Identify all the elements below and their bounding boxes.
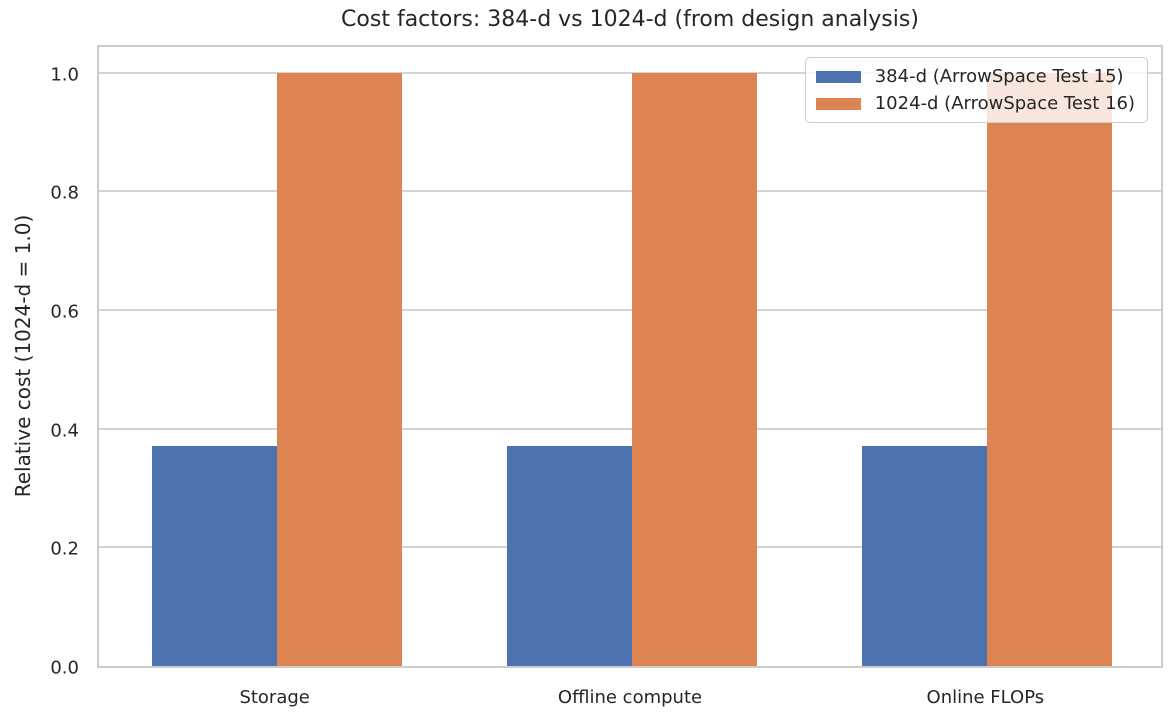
- bar-384-d-offline-compute: [507, 446, 632, 666]
- legend-swatch-icon: [815, 97, 861, 110]
- bars-layer: [99, 47, 1161, 666]
- gridline-y-0.6: [99, 309, 1161, 311]
- y-tick-label-0.0: 0.0: [50, 657, 79, 679]
- y-tick-label-1.0: 1.0: [50, 64, 79, 86]
- gridline-y-0.4: [99, 427, 1161, 430]
- plot-area: 384-d (ArrowSpace Test 15) 1024-d (ArrowS…: [97, 45, 1163, 668]
- legend-item-1024-d: 1024-d (ArrowSpace Test 16): [815, 93, 1135, 114]
- bar-384-d-online-flops: [862, 446, 988, 666]
- legend-label: 384-d (ArrowSpace Test 15): [874, 66, 1124, 87]
- y-tick-label-0.8: 0.8: [50, 182, 79, 204]
- legend: 384-d (ArrowSpace Test 15) 1024-d (ArrowS…: [804, 57, 1148, 123]
- y-tick-label-0.6: 0.6: [50, 301, 79, 323]
- bar-1024-d-offline-compute: [632, 72, 757, 666]
- bar-384-d-storage: [151, 446, 277, 666]
- x-tick-label-offline-compute: Offline compute: [557, 687, 703, 708]
- gridline-y-0.8: [99, 190, 1161, 193]
- legend-item-384-d: 384-d (ArrowSpace Test 15): [815, 66, 1135, 87]
- bar-1024-d-online-flops: [987, 72, 1113, 666]
- y-tick-label-0.2: 0.2: [50, 538, 79, 560]
- chart-title: Cost factors: 384-d vs 1024-d (from desi…: [341, 7, 919, 32]
- x-tick-label-storage: Storage: [239, 687, 310, 708]
- bar-1024-d-storage: [276, 72, 402, 666]
- y-axis-label: Relative cost (1024-d = 1.0): [11, 214, 35, 498]
- legend-swatch-icon: [815, 70, 861, 83]
- x-tick-label-online-flops: Online FLOPs: [926, 687, 1045, 708]
- legend-label: 1024-d (ArrowSpace Test 16): [874, 93, 1135, 114]
- y-tick-label-0.4: 0.4: [50, 420, 79, 442]
- gridline-y-1: [99, 71, 1161, 74]
